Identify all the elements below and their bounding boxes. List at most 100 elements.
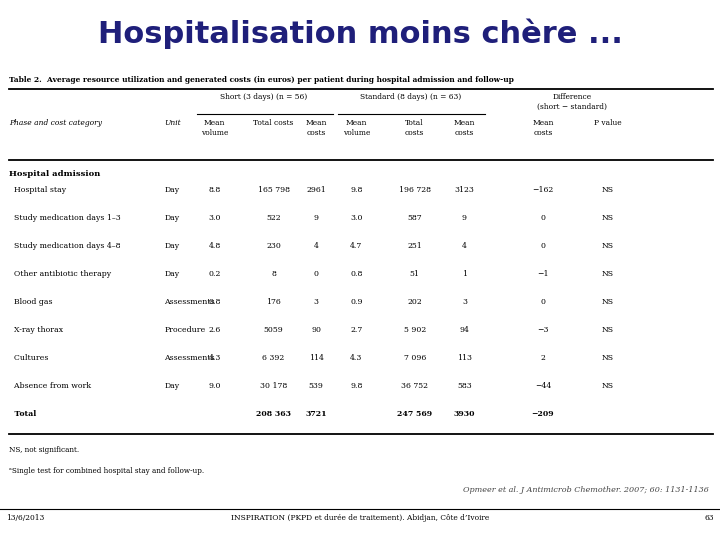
- Text: Assessments: Assessments: [164, 354, 215, 362]
- Text: NS: NS: [602, 270, 613, 278]
- Text: Assessments: Assessments: [164, 298, 215, 306]
- Text: 208 363: 208 363: [256, 410, 291, 418]
- Text: Other antibiotic therapy: Other antibiotic therapy: [9, 270, 112, 278]
- Text: 2.6: 2.6: [208, 326, 221, 334]
- Text: NS: NS: [602, 186, 613, 194]
- Text: 3.0: 3.0: [208, 214, 221, 222]
- Text: Day: Day: [164, 214, 179, 222]
- Text: 4.8: 4.8: [208, 242, 221, 250]
- Text: 583: 583: [457, 382, 472, 390]
- Text: −3: −3: [537, 326, 549, 334]
- Text: 539: 539: [309, 382, 323, 390]
- Text: 9.0: 9.0: [208, 382, 221, 390]
- Text: −162: −162: [532, 186, 554, 194]
- Text: 165 798: 165 798: [258, 186, 289, 194]
- Text: Day: Day: [164, 186, 179, 194]
- Text: 251: 251: [408, 242, 422, 250]
- Text: 5059: 5059: [264, 326, 284, 334]
- Text: Phase and cost category: Phase and cost category: [9, 119, 102, 127]
- Text: 247 569: 247 569: [397, 410, 432, 418]
- Text: 7 096: 7 096: [404, 354, 426, 362]
- Text: Total: Total: [9, 410, 37, 418]
- Text: Day: Day: [164, 242, 179, 250]
- Text: Total costs: Total costs: [253, 119, 294, 127]
- Text: NS: NS: [602, 354, 613, 362]
- Text: NS: NS: [602, 382, 613, 390]
- Text: 9: 9: [462, 214, 467, 222]
- Text: 8.8: 8.8: [208, 186, 221, 194]
- Text: Mean
volume: Mean volume: [201, 119, 228, 137]
- Text: 0: 0: [541, 242, 545, 250]
- Text: Hospital admission: Hospital admission: [9, 170, 101, 178]
- Text: 522: 522: [266, 214, 281, 222]
- Text: 0: 0: [541, 214, 545, 222]
- Text: 230: 230: [266, 242, 281, 250]
- Text: 3.0: 3.0: [350, 214, 363, 222]
- Text: 6 392: 6 392: [263, 354, 284, 362]
- Text: 9.8: 9.8: [350, 382, 363, 390]
- Text: Opmeer et al. J Antimicrob Chemother. 2007; 60: 1131-1136: Opmeer et al. J Antimicrob Chemother. 20…: [464, 486, 709, 494]
- Text: NS: NS: [602, 298, 613, 306]
- Text: −44: −44: [535, 382, 551, 390]
- Text: Mean
volume: Mean volume: [343, 119, 370, 137]
- Text: 2.7: 2.7: [350, 326, 363, 334]
- Text: Procedure: Procedure: [164, 326, 205, 334]
- Text: 0.2: 0.2: [208, 270, 221, 278]
- Text: 2: 2: [541, 354, 545, 362]
- Text: 4: 4: [314, 242, 318, 250]
- Text: 3123: 3123: [454, 186, 474, 194]
- Text: 0.9: 0.9: [350, 298, 363, 306]
- Text: Absence from work: Absence from work: [9, 382, 91, 390]
- Text: 94: 94: [459, 326, 469, 334]
- Text: Cultures: Cultures: [9, 354, 49, 362]
- Text: 30 178: 30 178: [260, 382, 287, 390]
- Text: Difference
(short − standard): Difference (short − standard): [537, 93, 608, 111]
- Text: 90: 90: [311, 326, 321, 334]
- Text: 587: 587: [408, 214, 422, 222]
- Text: Study medication days 1–3: Study medication days 1–3: [9, 214, 121, 222]
- Text: Study medication days 4–8: Study medication days 4–8: [9, 242, 121, 250]
- Text: 4.3: 4.3: [208, 354, 221, 362]
- Text: Table 2.  Average resource utilization and generated costs (in euros) per patien: Table 2. Average resource utilization an…: [9, 76, 513, 84]
- Text: Day: Day: [164, 382, 179, 390]
- Text: NS: NS: [602, 214, 613, 222]
- Text: NS, not significant.: NS, not significant.: [9, 446, 79, 454]
- Text: 13/6/2013: 13/6/2013: [6, 514, 44, 522]
- Text: 196 728: 196 728: [399, 186, 431, 194]
- Text: 0.8: 0.8: [208, 298, 221, 306]
- Text: 5 902: 5 902: [404, 326, 426, 334]
- Text: 51: 51: [410, 270, 420, 278]
- Text: 36 752: 36 752: [401, 382, 428, 390]
- Text: −209: −209: [531, 410, 554, 418]
- Text: 1: 1: [462, 270, 467, 278]
- Text: Mean
costs: Mean costs: [305, 119, 327, 137]
- Text: Unit: Unit: [164, 119, 181, 127]
- Text: 0: 0: [541, 298, 545, 306]
- Text: 8: 8: [271, 270, 276, 278]
- Text: NS: NS: [602, 242, 613, 250]
- Text: Mean
costs: Mean costs: [532, 119, 554, 137]
- Text: 0: 0: [314, 270, 318, 278]
- Text: 176: 176: [266, 298, 281, 306]
- Text: 3721: 3721: [305, 410, 327, 418]
- Text: Standard (8 days) (n = 63): Standard (8 days) (n = 63): [360, 93, 461, 102]
- Text: X-ray thorax: X-ray thorax: [9, 326, 63, 334]
- Text: 2961: 2961: [306, 186, 326, 194]
- Text: −1: −1: [537, 270, 549, 278]
- Text: 202: 202: [408, 298, 422, 306]
- Text: 3: 3: [462, 298, 467, 306]
- Text: 0.8: 0.8: [350, 270, 363, 278]
- Text: Mean
costs: Mean costs: [454, 119, 475, 137]
- Text: 4.3: 4.3: [350, 354, 363, 362]
- Text: Blood gas: Blood gas: [9, 298, 53, 306]
- Text: Total
costs: Total costs: [405, 119, 424, 137]
- Text: 3: 3: [314, 298, 318, 306]
- Text: 113: 113: [457, 354, 472, 362]
- Text: 3930: 3930: [454, 410, 475, 418]
- Text: Hospital stay: Hospital stay: [9, 186, 66, 194]
- Text: 9: 9: [314, 214, 318, 222]
- Text: 9.8: 9.8: [350, 186, 363, 194]
- Text: P value: P value: [594, 119, 621, 127]
- Text: 63: 63: [705, 514, 714, 522]
- Text: 4: 4: [462, 242, 467, 250]
